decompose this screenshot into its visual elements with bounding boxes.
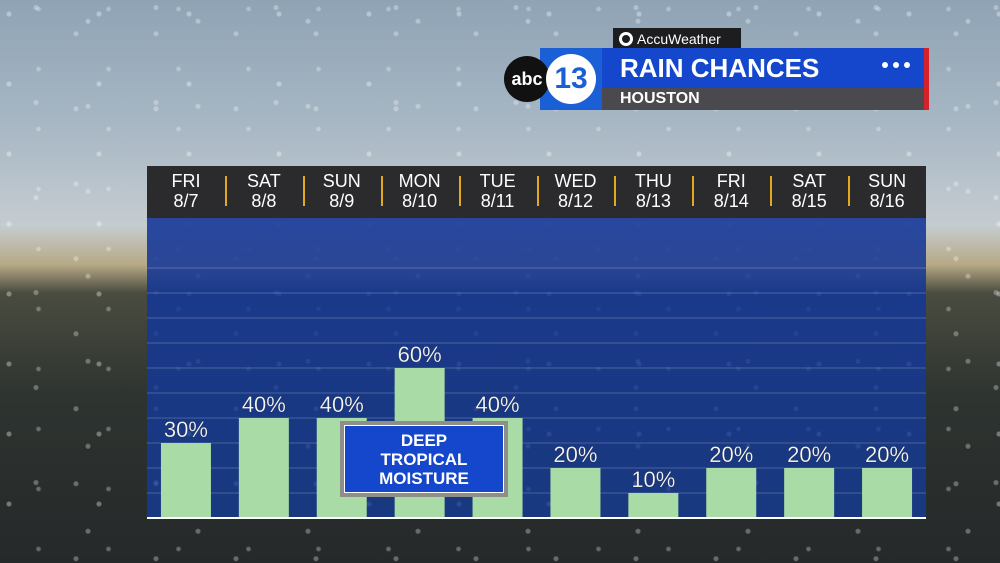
bar-sat-8-15 [784, 468, 835, 518]
day-date: 8/9 [329, 191, 355, 211]
callout-line-1: DEEP [400, 430, 448, 450]
day-name: THU [634, 171, 672, 191]
day-name: WED [554, 171, 597, 191]
day-name: SAT [792, 171, 827, 191]
day-header-4: TUE 8/11 [458, 166, 537, 218]
location-label: HOUSTON [620, 90, 700, 107]
day-date: 8/15 [791, 191, 827, 211]
bar-value-label: 20% [553, 442, 597, 467]
day-date: 8/10 [402, 191, 438, 211]
day-header-7: FRI 8/14 [692, 166, 770, 218]
day-name: MON [398, 171, 441, 191]
location-bar: HOUSTON [602, 88, 924, 110]
station-logo: abc 13 [504, 48, 604, 110]
day-header-5: WED 8/12 [536, 166, 615, 218]
day-date: 8/11 [480, 191, 515, 211]
bar-value-label: 30% [164, 417, 208, 442]
callout-line-2: TROPICAL [380, 449, 468, 469]
day-header-8: SAT 8/15 [770, 166, 848, 218]
day-header-1: SAT 8/8 [224, 166, 303, 218]
callout-text: DEEP TROPICAL MOISTURE [344, 425, 504, 493]
bar-value-label: 20% [865, 442, 909, 467]
day-header-2: SUN 8/9 [302, 166, 381, 218]
title-bar: RAIN CHANCES [602, 48, 924, 88]
more-dots-icon [882, 62, 910, 68]
day-date: 8/8 [251, 191, 277, 211]
logo-abc: abc [504, 56, 550, 102]
bar-sat-8-8 [238, 418, 289, 518]
bar-value-label: 40% [476, 392, 520, 417]
day-header-6: THU 8/13 [614, 166, 692, 218]
red-accent-edge [924, 48, 929, 110]
day-name: SUN [868, 171, 907, 191]
page-title: RAIN CHANCES [620, 52, 820, 83]
bar-value-label: 40% [242, 392, 286, 417]
callout-line-3: MOISTURE [379, 468, 469, 488]
day-name: SAT [247, 171, 281, 191]
bar-sun-8-16 [862, 468, 913, 518]
bar-value-label: 60% [398, 342, 442, 367]
day-date: 8/16 [869, 191, 905, 211]
bar-fri-8-7 [160, 443, 211, 518]
bar-fri-8-14 [706, 468, 757, 518]
bar-wed-8-12 [550, 468, 601, 518]
accuweather-tag: AccuWeather [613, 28, 741, 49]
day-date: 8/14 [713, 191, 749, 211]
day-date: 8/13 [635, 191, 671, 211]
day-header-3: MON 8/10 [380, 166, 459, 218]
bar-value-label: 10% [631, 467, 675, 492]
bar-value-label: 40% [320, 392, 364, 417]
day-name: TUE [479, 171, 516, 191]
accuweather-sun-icon [619, 31, 633, 46]
day-header-9: SUN 8/16 [848, 166, 926, 218]
days-header: FRI 8/7 SAT 8/8 SUN 8/9 MON 8/10 TUE 8/11 WED 8/12 T… [147, 166, 926, 218]
deep-tropical-moisture-callout: DEEP TROPICAL MOISTURE [340, 421, 508, 497]
bar-thu-8-13 [628, 493, 679, 518]
day-name: FRI [716, 171, 746, 191]
bar-value-label: 20% [787, 442, 831, 467]
accuweather-label: AccuWeather [637, 30, 721, 47]
day-name: SUN [322, 171, 361, 191]
logo-number: 13 [546, 54, 596, 104]
bar-value-label: 20% [709, 442, 753, 467]
day-date: 8/12 [557, 191, 593, 211]
day-date: 8/7 [173, 191, 199, 211]
day-name: FRI [171, 171, 201, 191]
day-header-0: FRI 8/7 [147, 166, 225, 218]
